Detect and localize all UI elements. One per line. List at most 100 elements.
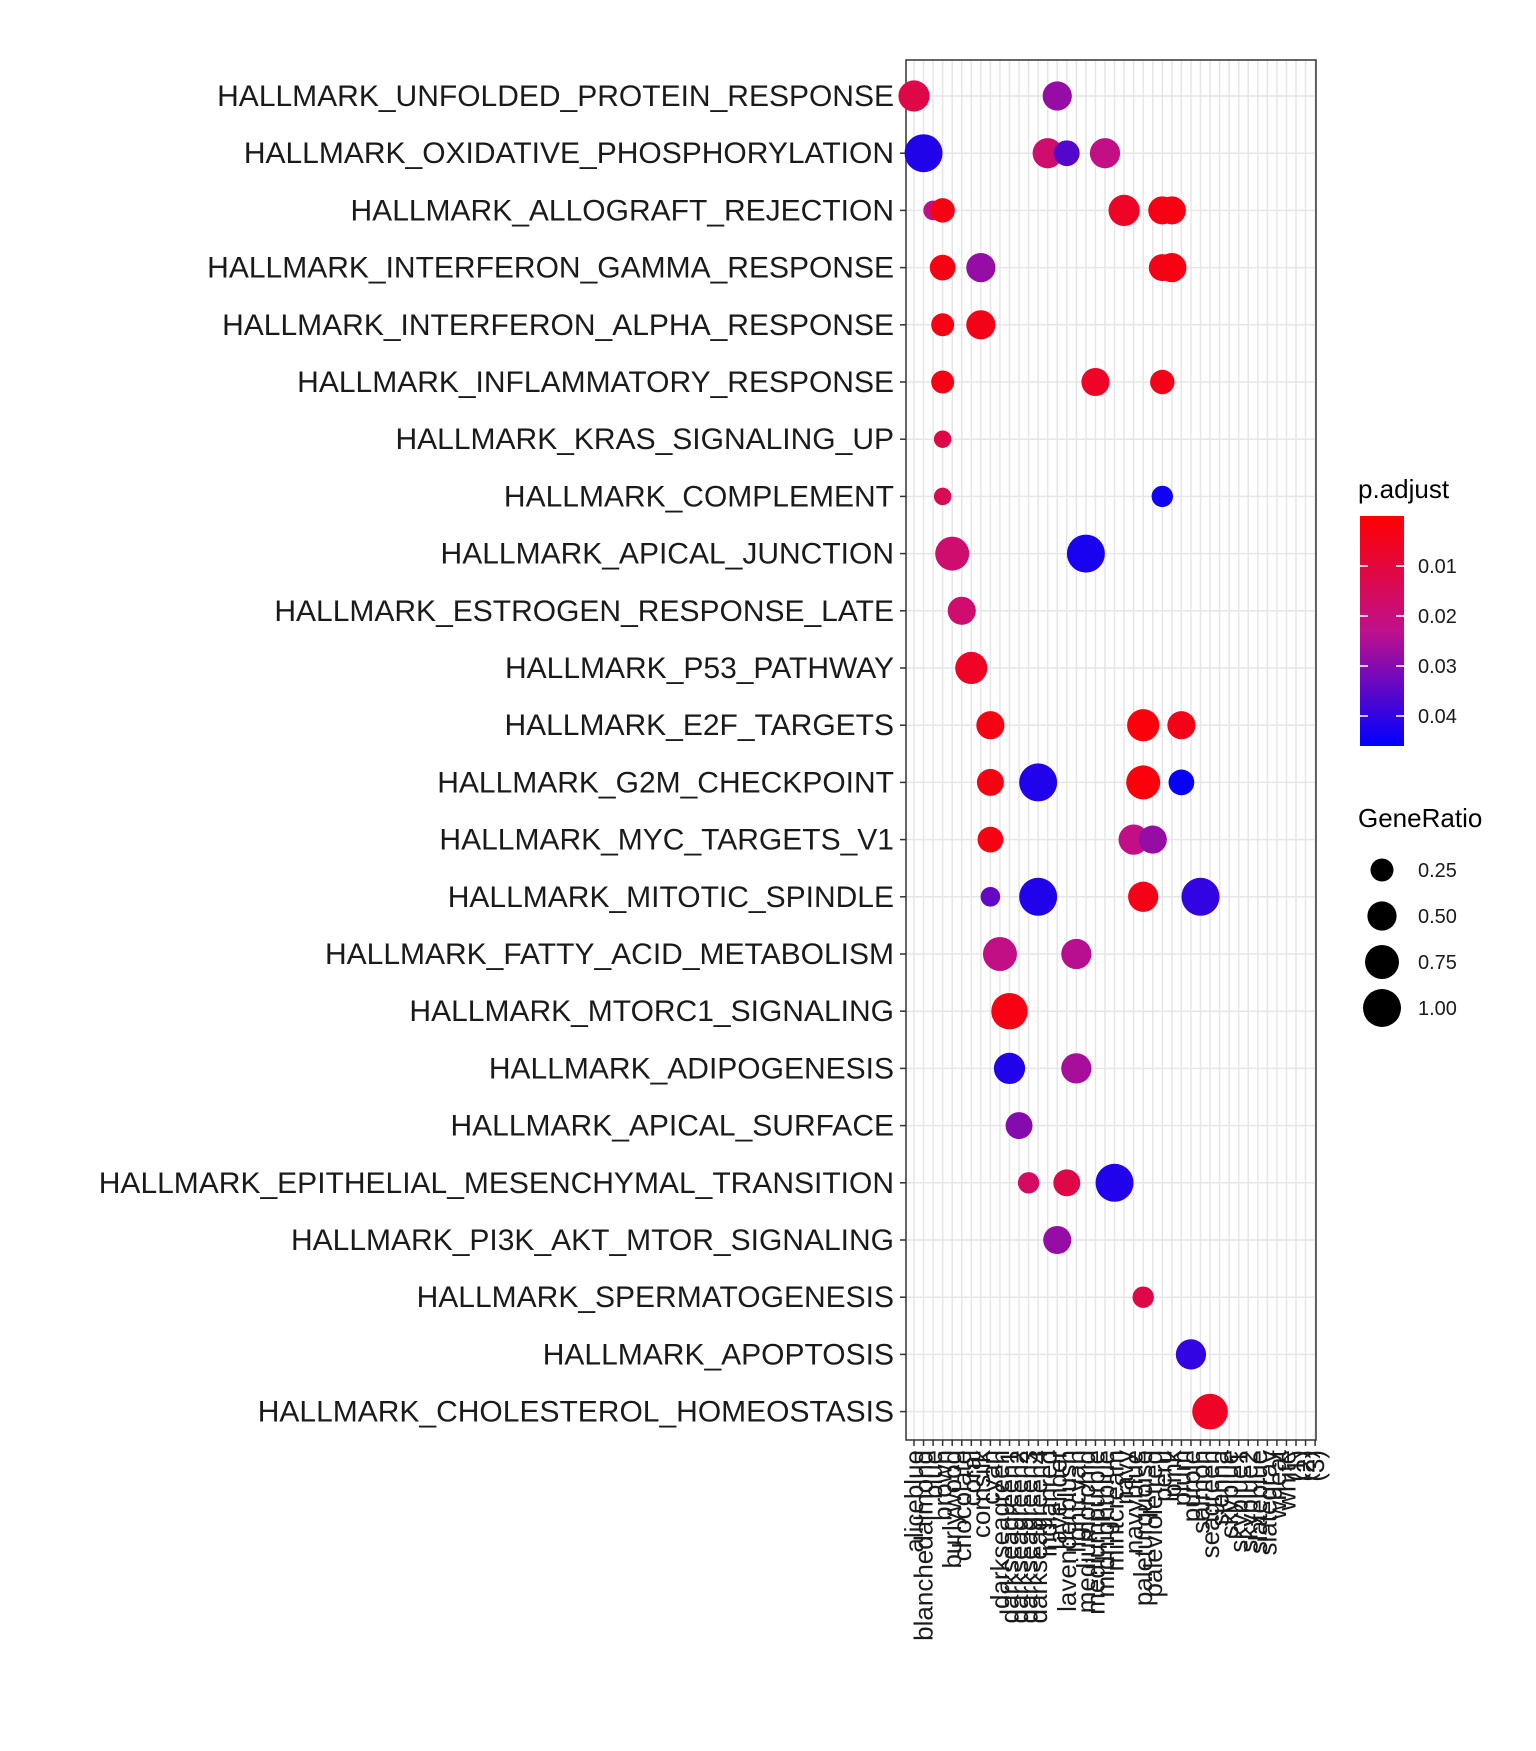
data-point xyxy=(931,313,955,337)
y-tick-label: HALLMARK_APICAL_SURFACE xyxy=(451,1110,895,1143)
x-tick-label: paleturquoise xyxy=(1128,1450,1158,1606)
x-tick-label: (1) xyxy=(1281,1450,1311,1482)
x-tick-label: cyan xyxy=(975,1450,1005,1505)
x-tick-label: slategray xyxy=(1252,1450,1282,1556)
colorbar-tick-label: 0.04 xyxy=(1418,706,1457,728)
data-point xyxy=(1175,1339,1207,1370)
data-point xyxy=(1192,1393,1228,1430)
data-point xyxy=(976,768,1004,796)
y-tick-label: HALLMARK_SPERMATOGENESIS xyxy=(417,1281,894,1314)
x-tick-label: darkseagreen2 xyxy=(1004,1450,1034,1623)
x-tick-label: chocolate xyxy=(947,1450,977,1561)
data-point xyxy=(933,487,952,506)
data-point xyxy=(898,80,930,112)
data-point xyxy=(1095,1163,1134,1202)
size-legend-label: 1.00 xyxy=(1418,998,1457,1020)
data-point xyxy=(1042,81,1072,111)
x-tick-label: darkseagreen1 xyxy=(995,1450,1025,1623)
x-tick-label: salmon xyxy=(1186,1450,1216,1534)
data-point xyxy=(1132,1286,1154,1308)
data-point xyxy=(1108,194,1140,227)
colorbar-tick-label: 0.02 xyxy=(1418,606,1457,628)
y-tick-label: HALLMARK_OXIDATIVE_PHOSPHORYLATION xyxy=(244,137,894,170)
data-point xyxy=(982,937,1017,971)
y-tick-label: HALLMARK_CHOLESTEROL_HOMEOSTASIS xyxy=(258,1396,894,1429)
data-point xyxy=(1138,825,1167,854)
size-legend-label: 0.25 xyxy=(1418,860,1457,882)
y-tick-label: HALLMARK_MTORC1_SIGNALING xyxy=(409,995,894,1028)
y-tick-label: HALLMARK_INTERFERON_ALPHA_RESPONSE xyxy=(222,309,894,342)
size-legend-dot xyxy=(1367,901,1397,931)
data-point xyxy=(1017,1172,1040,1194)
data-point xyxy=(1167,711,1196,740)
data-point xyxy=(1061,938,1092,970)
y-tick-label: HALLMARK_FATTY_ACID_METABOLISM xyxy=(325,938,894,971)
x-tick-label: darkseagreen4 xyxy=(1023,1450,1053,1623)
colorbar-tick-label: 0.03 xyxy=(1418,656,1457,678)
y-tick-label: HALLMARK_PI3K_AKT_MTOR_SIGNALING xyxy=(291,1224,894,1257)
x-tick-label: purple xyxy=(1176,1450,1206,1522)
data-point xyxy=(1128,881,1159,912)
x-tick-label: sienna xyxy=(1205,1449,1235,1526)
p-adjust-legend: p.adjust 0.01 0.02 0.03 0.04 xyxy=(1358,474,1457,746)
x-tick-label: darkseagreen3 xyxy=(1014,1450,1044,1623)
size-legend-label: 0.75 xyxy=(1418,952,1457,974)
x-tick-label: wheat xyxy=(1262,1449,1292,1520)
colorbar-tick-label: 0.01 xyxy=(1418,556,1457,578)
data-point xyxy=(1061,1053,1092,1084)
data-point xyxy=(1043,1225,1072,1255)
data-point xyxy=(1081,367,1110,397)
data-point xyxy=(1019,877,1058,916)
data-point xyxy=(1168,769,1195,796)
y-tick-label: HALLMARK_APICAL_JUNCTION xyxy=(441,538,894,571)
y-tick-label: HALLMARK_KRAS_SIGNALING_UP xyxy=(395,423,894,456)
gene-ratio-legend: GeneRatio 0.25 0.50 0.75 1.00 xyxy=(1358,803,1482,1027)
x-tick-label: brown xyxy=(928,1450,958,1521)
x-tick-label: (2) xyxy=(1291,1450,1321,1482)
x-tick-label: mediumpurple xyxy=(1080,1450,1110,1615)
x-tick-label: lavenderblush xyxy=(1052,1450,1082,1612)
data-point xyxy=(1126,765,1161,800)
data-point xyxy=(1005,1112,1033,1140)
x-tick-label: indianred xyxy=(1033,1450,1063,1557)
x-tick-label: pink xyxy=(1157,1449,1187,1498)
data-point xyxy=(1157,252,1187,283)
data-point xyxy=(1019,763,1058,802)
data-point xyxy=(1032,138,1063,169)
size-legend-dot xyxy=(1370,858,1394,882)
gridlines xyxy=(906,60,1316,1440)
y-tick-label: HALLMARK_E2F_TARGETS xyxy=(504,709,894,742)
y-tick-label: HALLMARK_ESTROGEN_RESPONSE_LATE xyxy=(274,595,894,628)
y-tick-label: HALLMARK_MYC_TARGETS_V1 xyxy=(439,824,894,857)
data-point xyxy=(931,370,955,394)
x-tick-label: peru xyxy=(1147,1450,1177,1502)
y-tick-label: HALLMARK_INTERFERON_GAMMA_RESPONSE xyxy=(207,252,894,285)
x-tick-label: blanchedalmond xyxy=(909,1450,939,1641)
data-point xyxy=(1089,138,1121,169)
data-point xyxy=(955,651,988,685)
data-point xyxy=(1066,534,1105,573)
y-tick-label: HALLMARK_ADIPOGENESIS xyxy=(489,1052,894,1085)
data-point xyxy=(966,252,996,283)
x-tick-label: lavender xyxy=(1042,1450,1072,1550)
x-tick-label: white xyxy=(1271,1450,1301,1512)
y-tick-label: HALLMARK_APOPTOSIS xyxy=(543,1338,894,1371)
y-tick-label: HALLMARK_UNFOLDED_PROTEIN_RESPONSE xyxy=(217,80,894,113)
x-tick-label: mintcream xyxy=(1100,1450,1130,1571)
p-adjust-legend-title: p.adjust xyxy=(1358,474,1450,504)
x-axis: aliceblueblanchedalmondbluebrownburlywoo… xyxy=(899,1440,1330,1641)
x-tick-label: plum xyxy=(1166,1450,1196,1506)
x-tick-label: skyblue1 xyxy=(1224,1450,1254,1553)
x-tick-label: slateblue xyxy=(1243,1450,1273,1554)
x-tick-label: seagreen xyxy=(1195,1450,1225,1558)
x-tick-label: navy xyxy=(1109,1450,1139,1505)
data-point xyxy=(935,536,970,571)
x-tick-label: (3) xyxy=(1300,1450,1330,1482)
y-tick-label: HALLMARK_P53_PATHWAY xyxy=(505,652,894,685)
y-axis: HALLMARK_UNFOLDED_PROTEIN_RESPONSE HALLMA… xyxy=(99,80,906,1429)
x-tick-label: lightcyan xyxy=(1061,1450,1091,1553)
data-points xyxy=(898,80,1228,1430)
data-point xyxy=(993,1052,1026,1085)
y-tick-label: HALLMARK_INFLAMMATORY_RESPONSE xyxy=(297,366,894,399)
